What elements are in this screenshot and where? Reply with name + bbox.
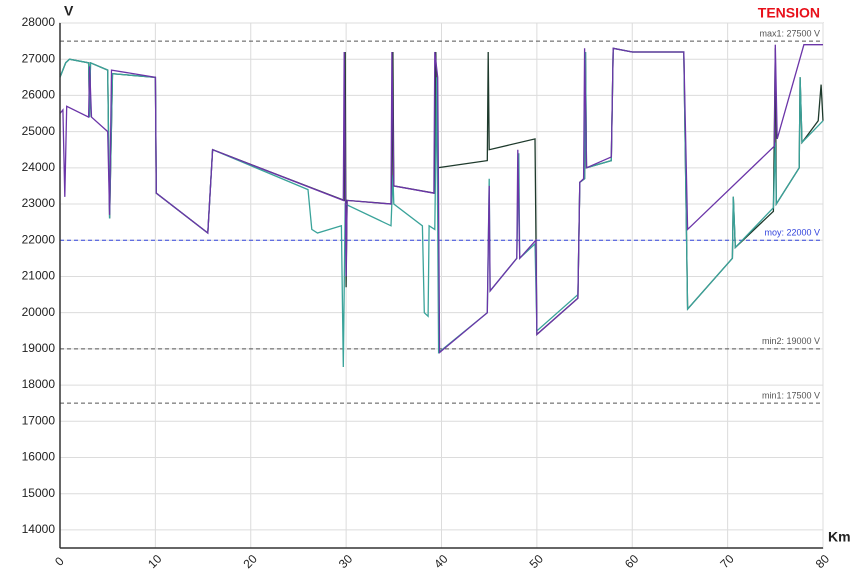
y-tick-label: 17000	[22, 413, 56, 427]
y-tick-label: 28000	[22, 15, 56, 29]
y-tick-label: 16000	[22, 450, 56, 464]
x-tick-label: 40	[431, 552, 451, 572]
x-tick-label: 10	[145, 552, 165, 572]
x-tick-label: 20	[240, 552, 260, 572]
reference-label: min2: 19000 V	[762, 336, 820, 346]
y-tick-label: 18000	[22, 377, 56, 391]
y-axis-label: V	[64, 3, 74, 19]
x-tick-label: 50	[527, 552, 547, 572]
reference-label: min1: 17500 V	[762, 391, 820, 401]
reference-label: max1: 27500 V	[759, 28, 820, 38]
y-tick-label: 25000	[22, 124, 56, 138]
x-axis-label: Km	[828, 529, 851, 545]
x-tick-label: 30	[336, 552, 356, 572]
y-tick-label: 26000	[22, 88, 56, 102]
x-tick-label: 60	[622, 552, 642, 572]
series-line	[59, 44, 823, 354]
reference-label: moy: 22000 V	[764, 228, 820, 238]
y-tick-label: 23000	[22, 196, 56, 210]
y-tick-label: 15000	[22, 486, 56, 500]
y-tick-label: 19000	[22, 341, 56, 355]
y-tick-label: 24000	[22, 160, 56, 174]
x-tick-label: 70	[717, 552, 737, 572]
y-tick-label: 27000	[22, 51, 56, 65]
y-tick-label: 14000	[22, 522, 56, 536]
y-tick-label: 20000	[22, 305, 56, 319]
x-tick-label: 80	[813, 552, 833, 572]
y-tick-label: 21000	[22, 269, 56, 283]
y-tick-label: 22000	[22, 232, 56, 246]
x-tick-label: 0	[52, 554, 67, 569]
chart-title: TENSION	[758, 5, 820, 21]
